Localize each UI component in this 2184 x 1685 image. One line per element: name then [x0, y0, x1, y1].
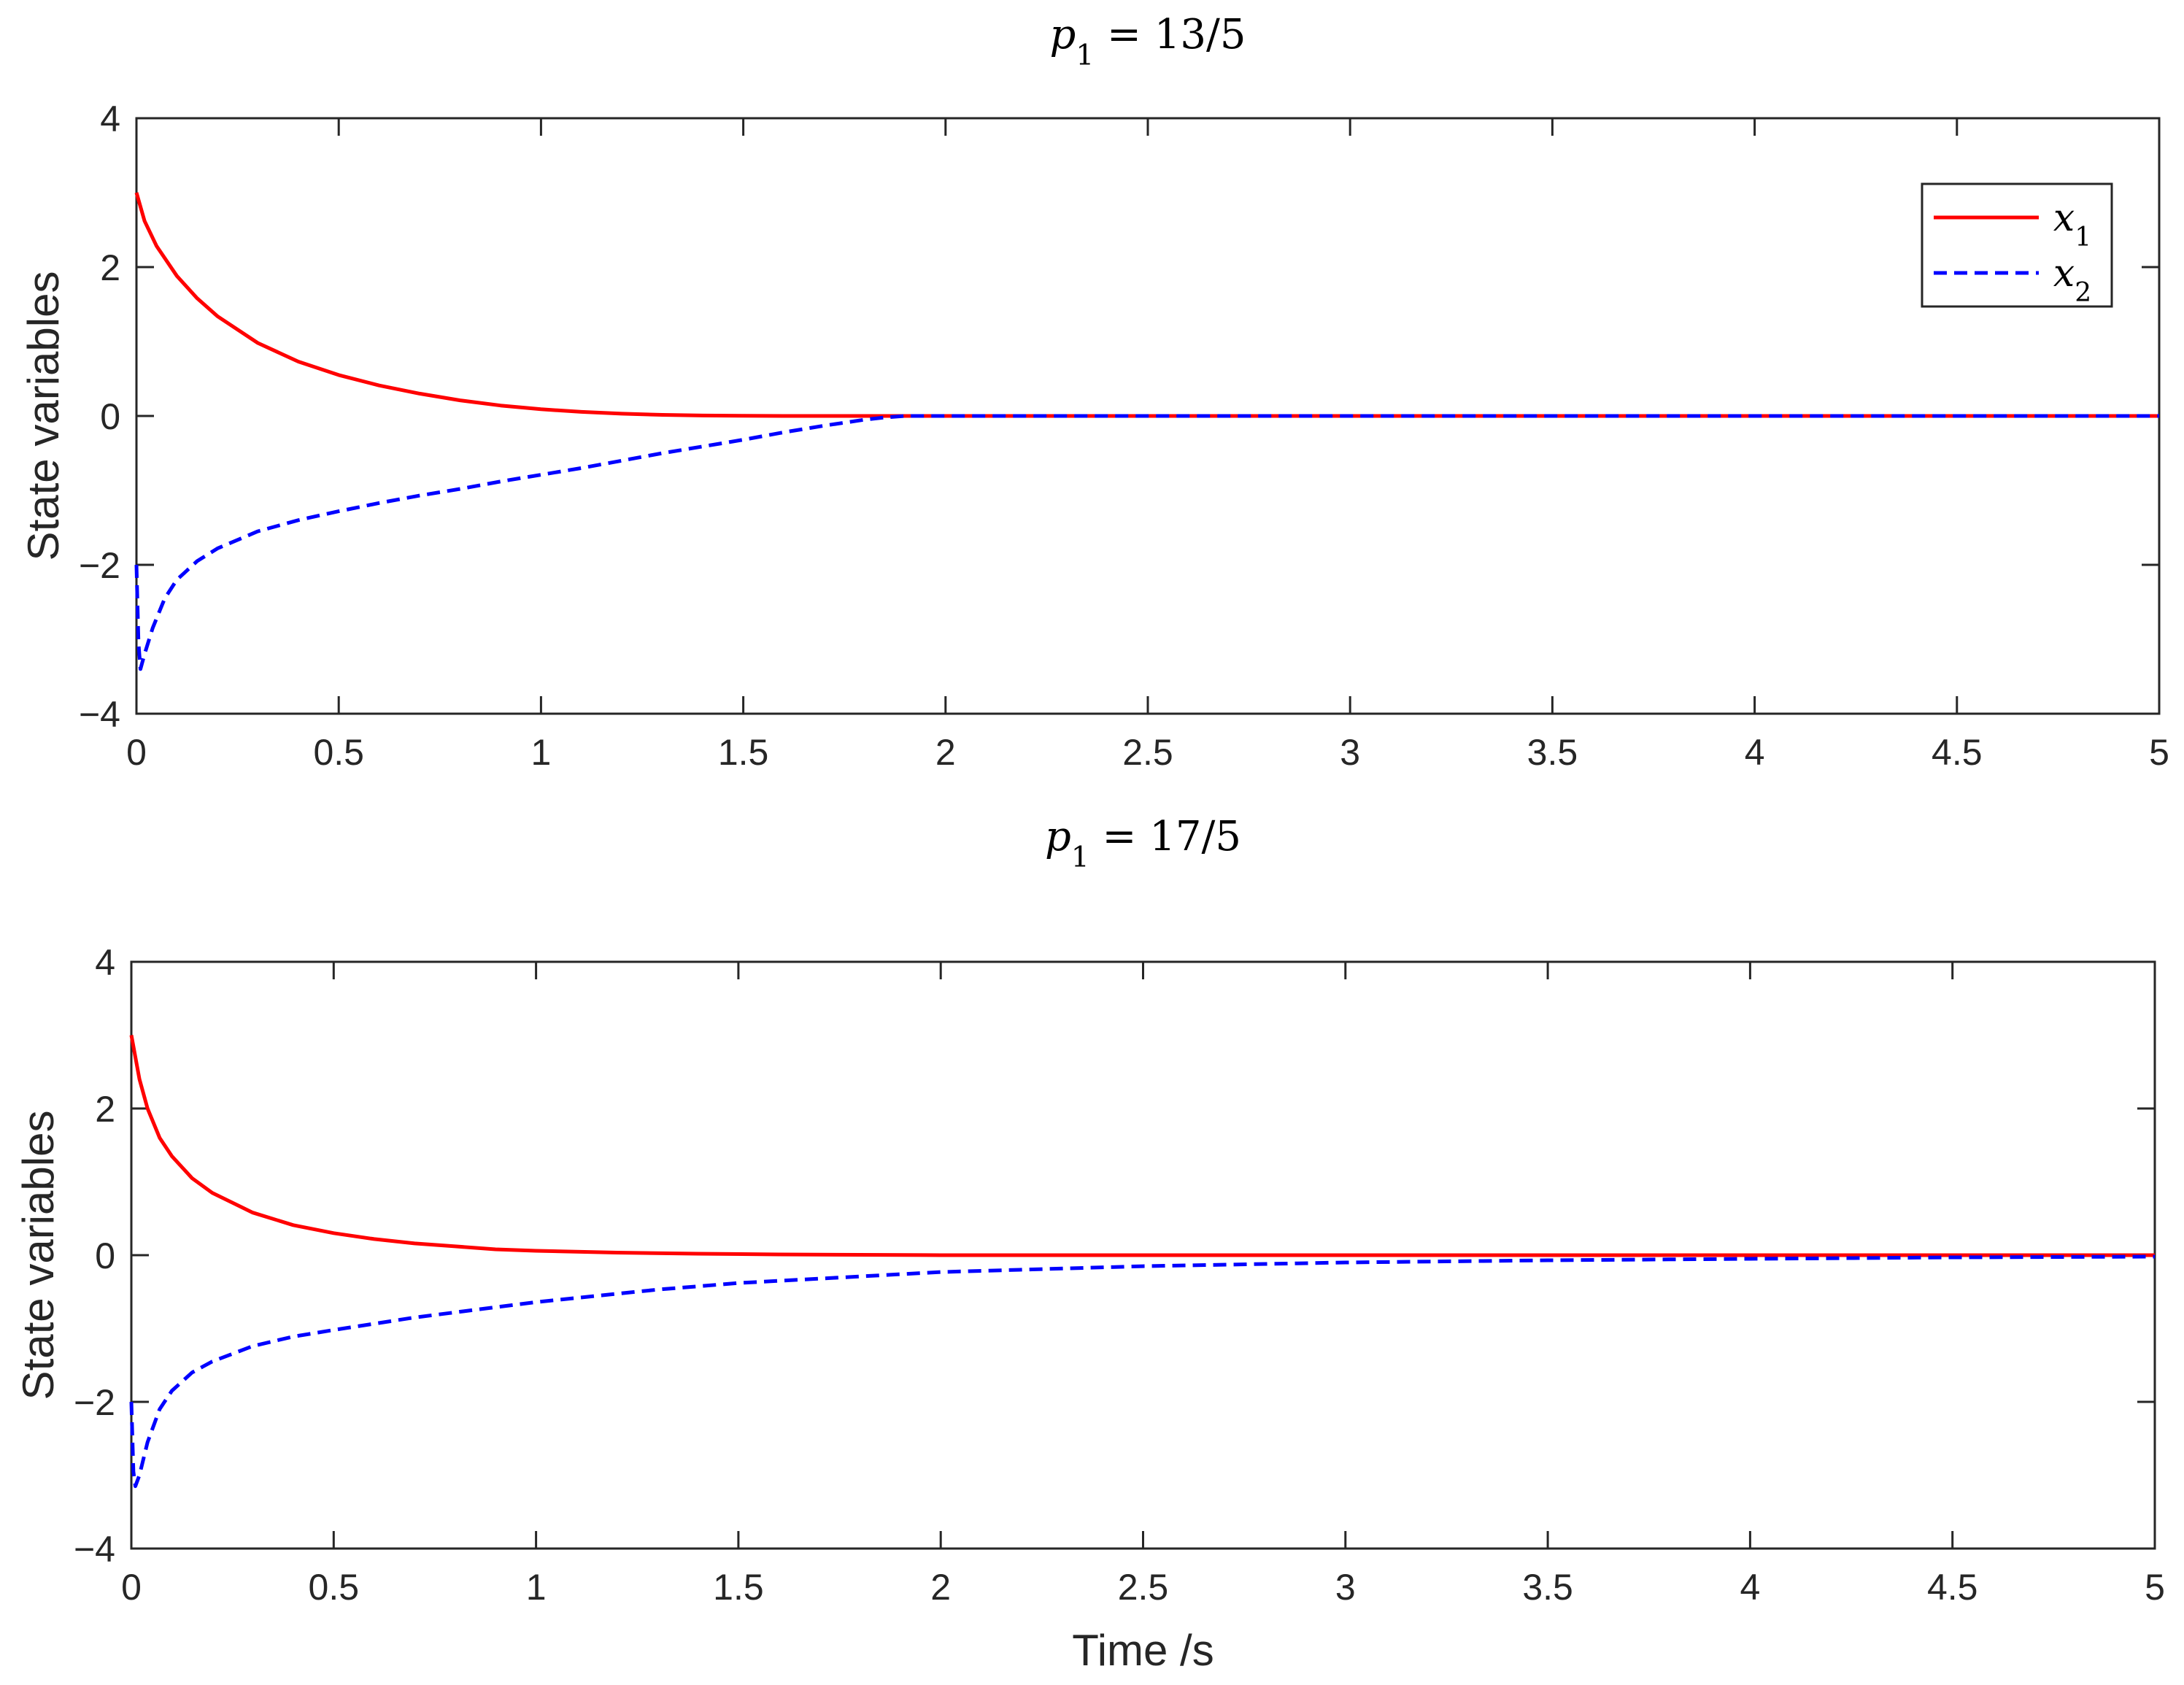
x-tick-label: 1: [526, 1567, 547, 1608]
chart-panel-1: p1 = 13/5 0 0.5 1 1.5 2 2.5 3 3.5 4 4.5 5 −4 −2 0 2 4 Sta…: [19, 11, 2169, 773]
legend-label-1: x1: [2053, 196, 2091, 252]
x-tick-label: 2.5: [1122, 732, 1173, 773]
y-tick-label: 0: [100, 396, 120, 437]
x-tick-label: 5: [2145, 1567, 2165, 1608]
x-tick-label: 0: [121, 1567, 142, 1608]
x-tick-label: 4.5: [1927, 1567, 1978, 1608]
legend-label-2: x2: [2053, 252, 2091, 308]
y-tick-label: 2: [100, 247, 120, 288]
series-line-2: [134, 414, 2159, 671]
x-tick-label: 1.5: [713, 1567, 764, 1608]
x-tick-label: 1.5: [718, 732, 769, 773]
series-line-1: [129, 1035, 2155, 1257]
y-tick-label: −2: [74, 1382, 115, 1423]
x-tick-label: 4: [1745, 732, 1765, 773]
y-tick-label: 2: [95, 1089, 115, 1130]
x-tick-label: 5: [2149, 732, 2169, 773]
chart-title: p1 = 13/5: [1050, 11, 1246, 72]
chart-panel-2: p1 = 17/5 0 0.5 1 1.5 2 2.5 3 3.5 4 4.5 5 −4 −2 0 2 4 Sta…: [14, 813, 2165, 1675]
x-tick-label: 2.5: [1118, 1567, 1169, 1608]
y-tick-label: −2: [79, 545, 120, 586]
x-tick-label: 1: [530, 732, 551, 773]
x-tick-label: 4.5: [1932, 732, 1983, 773]
x-tick-label: 0: [126, 732, 147, 773]
y-tick-label: 0: [95, 1235, 115, 1276]
x-axis-label: Time /s: [1072, 1626, 1213, 1675]
y-tick-label: −4: [74, 1529, 115, 1570]
x-tick-label: 0.5: [313, 732, 364, 773]
y-tick-label: −4: [79, 694, 120, 735]
x-tick-label: 2: [935, 732, 956, 773]
x-tick-label: 3.5: [1522, 1567, 1573, 1608]
x-tick-label: 4: [1740, 1567, 1760, 1608]
x-tick-label: 2: [930, 1567, 951, 1608]
x-tick-label: 3: [1335, 1567, 1356, 1608]
x-tick-label: 3: [1340, 732, 1360, 773]
legend-box: [1921, 182, 2113, 308]
series-line-1: [134, 192, 2159, 418]
y-tick-label: 4: [100, 99, 120, 139]
x-tick-label: 0.5: [309, 1567, 360, 1608]
y-axis-label: State variables: [19, 271, 68, 561]
y-tick-label: 4: [95, 942, 115, 983]
y-axis-label: State variables: [14, 1111, 63, 1400]
x-tick-label: 3.5: [1527, 732, 1578, 773]
chart-title: p1 = 17/5: [1045, 813, 1241, 874]
